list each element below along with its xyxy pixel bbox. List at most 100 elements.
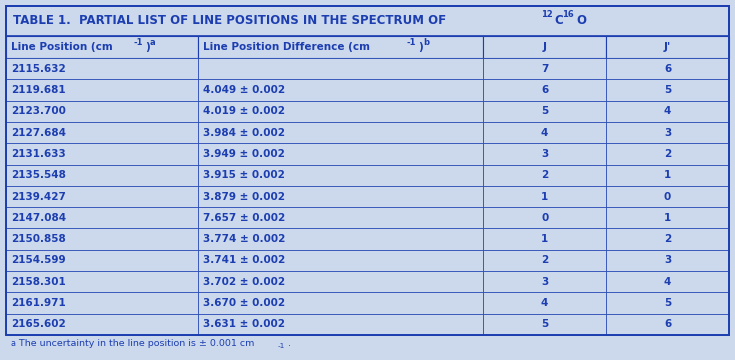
Text: 3.774 ± 0.002: 3.774 ± 0.002 xyxy=(203,234,285,244)
Text: 5: 5 xyxy=(541,319,548,329)
Bar xyxy=(6,143,198,165)
Text: 3: 3 xyxy=(541,277,548,287)
Text: 4: 4 xyxy=(541,127,548,138)
Text: .: . xyxy=(288,339,291,348)
Text: 3: 3 xyxy=(664,256,671,265)
Text: 0: 0 xyxy=(541,213,548,223)
Text: 6: 6 xyxy=(541,85,548,95)
Text: ): ) xyxy=(419,42,423,52)
Text: 2161.971: 2161.971 xyxy=(11,298,65,308)
Bar xyxy=(483,36,606,58)
Bar xyxy=(6,292,198,314)
Text: 3.879 ± 0.002: 3.879 ± 0.002 xyxy=(203,192,284,202)
Text: 2131.633: 2131.633 xyxy=(11,149,65,159)
Bar xyxy=(606,36,729,58)
Text: 2: 2 xyxy=(664,234,671,244)
Bar xyxy=(483,207,606,229)
Text: 12: 12 xyxy=(541,10,553,19)
Bar xyxy=(483,100,606,122)
Bar xyxy=(6,250,198,271)
Bar xyxy=(483,292,606,314)
Text: 3.984 ± 0.002: 3.984 ± 0.002 xyxy=(203,127,284,138)
Text: 0: 0 xyxy=(664,192,671,202)
Text: 2154.599: 2154.599 xyxy=(11,256,65,265)
Text: 2139.427: 2139.427 xyxy=(11,192,66,202)
Text: 5: 5 xyxy=(664,298,671,308)
Text: C: C xyxy=(554,14,563,27)
Text: Line Position Difference (cm: Line Position Difference (cm xyxy=(203,42,370,52)
Text: 6: 6 xyxy=(664,64,671,74)
Bar xyxy=(198,250,483,271)
Bar xyxy=(6,229,198,250)
Bar xyxy=(606,314,729,335)
Bar xyxy=(198,143,483,165)
Text: a: a xyxy=(10,339,15,348)
Text: Line Position (cm: Line Position (cm xyxy=(11,42,112,52)
Text: 3.670 ± 0.002: 3.670 ± 0.002 xyxy=(203,298,284,308)
Bar xyxy=(483,79,606,100)
Text: 3.915 ± 0.002: 3.915 ± 0.002 xyxy=(203,170,284,180)
Bar xyxy=(198,58,483,79)
Bar xyxy=(606,165,729,186)
Bar xyxy=(198,314,483,335)
Text: 7.657 ± 0.002: 7.657 ± 0.002 xyxy=(203,213,285,223)
Text: 1: 1 xyxy=(541,234,548,244)
Bar xyxy=(606,58,729,79)
Bar xyxy=(483,186,606,207)
Bar xyxy=(198,207,483,229)
Bar xyxy=(483,122,606,143)
Bar xyxy=(6,314,198,335)
Text: 2: 2 xyxy=(664,149,671,159)
Bar xyxy=(606,207,729,229)
Text: 2135.548: 2135.548 xyxy=(11,170,66,180)
Text: 2123.700: 2123.700 xyxy=(11,106,66,116)
Text: 3: 3 xyxy=(664,127,671,138)
Text: 16: 16 xyxy=(562,10,574,19)
Bar xyxy=(6,207,198,229)
Bar xyxy=(483,165,606,186)
Text: -1: -1 xyxy=(133,38,143,47)
Text: 5: 5 xyxy=(541,106,548,116)
Text: -1: -1 xyxy=(278,343,285,349)
Text: 1: 1 xyxy=(664,213,671,223)
Text: O: O xyxy=(576,14,587,27)
Text: 3.741 ± 0.002: 3.741 ± 0.002 xyxy=(203,256,285,265)
Text: TABLE 1.  PARTIAL LIST OF LINE POSITIONS IN THE SPECTRUM OF: TABLE 1. PARTIAL LIST OF LINE POSITIONS … xyxy=(13,14,451,27)
Text: 5: 5 xyxy=(664,85,671,95)
Text: a: a xyxy=(150,38,156,47)
Text: 1: 1 xyxy=(541,192,548,202)
Bar xyxy=(606,143,729,165)
Text: 4: 4 xyxy=(664,277,671,287)
Bar xyxy=(606,79,729,100)
Bar xyxy=(606,186,729,207)
Bar xyxy=(6,58,198,79)
Bar xyxy=(6,165,198,186)
Text: 3.949 ± 0.002: 3.949 ± 0.002 xyxy=(203,149,284,159)
Bar xyxy=(483,271,606,292)
Bar xyxy=(198,100,483,122)
Bar xyxy=(483,229,606,250)
Text: J: J xyxy=(542,42,547,52)
Bar xyxy=(606,229,729,250)
Bar xyxy=(483,250,606,271)
Bar xyxy=(6,122,198,143)
Text: 4.019 ± 0.002: 4.019 ± 0.002 xyxy=(203,106,284,116)
Bar xyxy=(198,36,483,58)
Text: 2: 2 xyxy=(541,170,548,180)
Bar xyxy=(606,250,729,271)
Text: 7: 7 xyxy=(541,64,548,74)
Text: 2165.602: 2165.602 xyxy=(11,319,65,329)
Text: 2150.858: 2150.858 xyxy=(11,234,65,244)
Bar xyxy=(198,79,483,100)
Text: ): ) xyxy=(145,42,150,52)
Bar xyxy=(6,271,198,292)
Text: 2147.084: 2147.084 xyxy=(11,213,66,223)
Bar xyxy=(6,186,198,207)
Text: 2158.301: 2158.301 xyxy=(11,277,65,287)
Text: 4: 4 xyxy=(664,106,671,116)
Bar xyxy=(198,271,483,292)
Bar xyxy=(483,58,606,79)
Bar xyxy=(198,165,483,186)
Text: 6: 6 xyxy=(664,319,671,329)
Bar xyxy=(606,100,729,122)
